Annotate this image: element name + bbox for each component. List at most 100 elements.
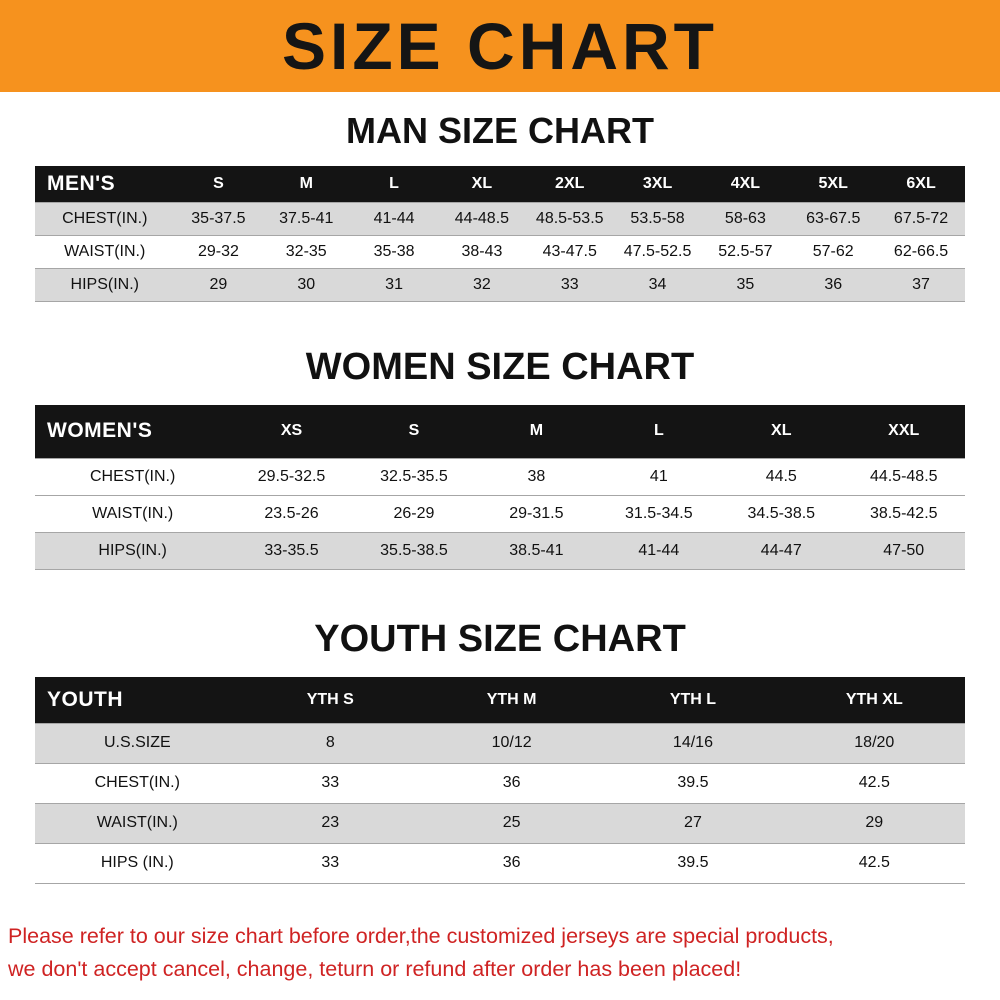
measurement-row: U.S.SIZE 8 10/12 14/16 18/20 — [35, 723, 965, 763]
measurement-row: CHEST(IN.) 35-37.5 37.5-41 41-44 44-48.5 48.5… — [35, 202, 965, 235]
measurement-value: 35.5-38.5 — [380, 542, 448, 559]
measurement-value: 41-44 — [638, 542, 680, 559]
measurement-value: 29 — [865, 814, 884, 831]
measurement-value: 36 — [502, 854, 521, 871]
measurement-value: 36 — [502, 774, 521, 791]
measurement-value: 53.5-58 — [630, 209, 685, 227]
measurement-value: 33-35.5 — [264, 542, 319, 559]
measurement-label: WAIST(IN.) — [96, 814, 178, 831]
men-size-table: MEN'S S M L XL 2XL 3XL 4XL 5XL 6XL CHEST(IN.) 35-37… — [35, 166, 965, 302]
women-size-chart-section: WOMEN SIZE CHART WOMEN'S XS S M L XL XXL CHEST(I… — [0, 345, 1000, 570]
measurement-row: WAIST(IN.) 23 25 27 29 — [35, 803, 965, 843]
measurement-row: WAIST(IN.) 29-32 32-35 35-38 38-43 43-47.5 47.… — [35, 235, 965, 268]
youth-size-chart-section: YOUTH SIZE CHART YOUTH YTH S YTH M YTH L YTH … — [0, 618, 1000, 884]
size-column-header: S — [352, 404, 476, 459]
header-row: YOUTH YTH S YTH M YTH L YTH XL — [35, 677, 965, 723]
youth-section-heading: YOUTH SIZE CHART — [314, 618, 686, 660]
measurement-value: 52.5-57 — [718, 242, 773, 260]
measurement-value: 37 — [912, 275, 930, 293]
measurement-value: 38-43 — [461, 242, 503, 260]
group-label: MEN'S — [35, 166, 175, 202]
sections: MAN SIZE CHART MEN'S S M L XL 2XL 3XL 4XL 5XL 6XL C… — [0, 110, 1000, 884]
measurement-value: 44.5-48.5 — [869, 468, 938, 485]
measurement-value: 62-66.5 — [893, 242, 949, 260]
measurement-value: 23 — [321, 814, 340, 831]
group-label: WOMEN'S — [35, 404, 231, 459]
measurement-value: 44.5 — [765, 468, 797, 485]
measurement-value: 34.5-38.5 — [747, 505, 816, 522]
measurement-value: 8 — [325, 734, 335, 751]
size-column-header: 4XL — [701, 166, 790, 202]
size-column-header: M — [475, 404, 598, 459]
measurement-value: 32.5-35.5 — [380, 468, 448, 485]
measurement-row: HIPS(IN.) 33-35.5 35.5-38.5 38.5-41 41-44 44-… — [35, 532, 965, 570]
measurement-label: HIPS(IN.) — [70, 275, 139, 293]
size-column-header: 2XL — [525, 166, 614, 202]
measurement-value: 32 — [473, 275, 491, 293]
size-column-header: YTH S — [239, 677, 421, 723]
size-column-header: M — [262, 166, 351, 202]
measurement-value: 39.5 — [677, 774, 709, 791]
size-column-header: XS — [230, 404, 353, 459]
size-column-header: 5XL — [789, 166, 878, 202]
measurement-value: 29.5-32.5 — [257, 468, 326, 485]
measurement-value: 38.5-42.5 — [869, 505, 938, 522]
measurement-value: 33 — [560, 275, 579, 293]
measurement-value: 33 — [321, 854, 340, 871]
measurement-value: 26-29 — [393, 505, 435, 522]
measurement-value: 42.5 — [858, 854, 890, 871]
disclaimer-line-2: we don't accept cancel, change, teturn o… — [8, 956, 742, 981]
measurement-label: HIPS(IN.) — [98, 542, 167, 559]
measurement-label: CHEST(IN.) — [62, 209, 148, 227]
measurement-label: CHEST(IN.) — [89, 468, 176, 485]
size-column-header: XL — [437, 166, 526, 202]
measurement-value: 35-37.5 — [191, 209, 246, 227]
disclaimer-line-1: Please refer to our size chart before or… — [8, 923, 834, 948]
measurement-value: 25 — [502, 814, 521, 831]
measurement-value: 41-44 — [373, 209, 415, 227]
measurement-value: 63-67.5 — [806, 209, 861, 227]
measurement-value: 41 — [649, 468, 668, 485]
page-title: SIZE CHART — [282, 9, 718, 83]
size-column-header: XXL — [842, 404, 965, 459]
men-size-chart-section: MAN SIZE CHART MEN'S S M L XL 2XL 3XL 4XL 5XL 6XL C… — [0, 110, 1000, 302]
measurement-value: 30 — [297, 275, 316, 293]
measurement-value: 35-38 — [373, 242, 415, 260]
measurement-value: 57-62 — [812, 242, 854, 260]
size-column-header: 6XL — [877, 166, 965, 202]
size-column-header: L — [350, 166, 438, 202]
youth-size-table: YOUTH YTH S YTH M YTH L YTH XL U.S.SIZE 8 10/12… — [35, 677, 965, 884]
measurement-value: 29-31.5 — [509, 505, 564, 522]
measurement-value: 33 — [321, 774, 340, 791]
size-column-header: YTH L — [602, 677, 784, 723]
measurement-label: WAIST(IN.) — [92, 505, 174, 522]
measurement-row: HIPS(IN.) 29 30 31 32 33 34 35 36 37 — [35, 268, 965, 301]
measurement-value: 58-63 — [724, 209, 766, 227]
measurement-value: 44-48.5 — [454, 209, 510, 227]
size-column-header: YTH XL — [783, 677, 965, 723]
measurement-value: 38 — [527, 468, 546, 485]
disclaimer-note: Please refer to our size chart before or… — [8, 920, 992, 987]
measurement-row: WAIST(IN.) 23.5-26 26-29 29-31.5 31.5-34.5 34… — [35, 495, 965, 533]
measurement-value: 18/20 — [854, 734, 895, 751]
measurement-label: CHEST(IN.) — [94, 774, 180, 791]
measurement-value: 47-50 — [883, 542, 925, 559]
measurement-value: 35 — [736, 275, 755, 293]
measurement-value: 42.5 — [858, 774, 890, 791]
measurement-value: 31 — [385, 275, 403, 293]
banner: SIZE CHART — [0, 0, 1000, 92]
size-column-header: L — [597, 404, 721, 459]
measurement-value: 29 — [209, 275, 228, 293]
measurement-value: 32-35 — [285, 242, 327, 260]
measurement-label: U.S.SIZE — [103, 734, 171, 751]
measurement-value: 39.5 — [677, 854, 709, 871]
header-row: WOMEN'S XS S M L XL XXL — [35, 404, 965, 459]
women-size-table: WOMEN'S XS S M L XL XXL CHEST(IN.) 29.5-32.5 32.5… — [35, 404, 965, 570]
size-column-header: XL — [720, 404, 843, 459]
header-row: MEN'S S M L XL 2XL 3XL 4XL 5XL 6XL — [35, 166, 965, 202]
measurement-value: 29-32 — [197, 242, 239, 260]
measurement-value: 43-47.5 — [542, 242, 597, 260]
size-column-header: S — [174, 166, 263, 202]
women-section-heading: WOMEN SIZE CHART — [305, 345, 695, 388]
measurement-value: 31.5-34.5 — [625, 505, 693, 522]
